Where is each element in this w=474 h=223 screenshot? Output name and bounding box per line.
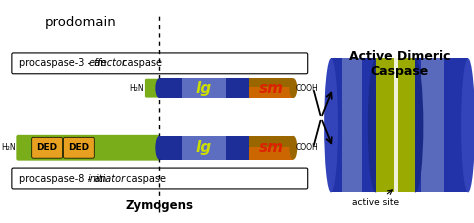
Text: prodomain: prodomain <box>45 16 117 29</box>
Bar <box>249 87 293 98</box>
Text: active site: active site <box>352 190 399 207</box>
Ellipse shape <box>155 78 163 98</box>
Text: COOH: COOH <box>295 84 318 93</box>
Bar <box>159 136 249 160</box>
FancyBboxPatch shape <box>145 79 160 98</box>
Text: H₂N: H₂N <box>2 143 16 152</box>
Bar <box>249 147 293 160</box>
Text: Zymogens: Zymogens <box>125 199 193 212</box>
Text: sm: sm <box>258 81 283 96</box>
Text: Active Dimeric
Caspase: Active Dimeric Caspase <box>349 50 450 78</box>
Bar <box>331 58 376 192</box>
Bar <box>421 58 444 192</box>
Bar <box>182 78 226 98</box>
Text: caspase: caspase <box>122 173 165 184</box>
Bar <box>393 58 398 192</box>
FancyBboxPatch shape <box>16 135 160 161</box>
Text: H₂N: H₂N <box>129 84 144 93</box>
Bar <box>376 58 415 192</box>
Text: COOH: COOH <box>295 143 318 152</box>
Text: lg: lg <box>196 140 212 155</box>
Text: procaspase-3 - an: procaspase-3 - an <box>19 58 110 68</box>
Bar <box>159 78 249 98</box>
Ellipse shape <box>461 58 474 192</box>
Bar <box>376 58 415 192</box>
FancyBboxPatch shape <box>12 168 308 189</box>
Text: procaspase-8 - an: procaspase-8 - an <box>19 173 110 184</box>
Text: DED: DED <box>68 143 90 152</box>
FancyBboxPatch shape <box>32 137 63 158</box>
Ellipse shape <box>289 136 297 160</box>
Ellipse shape <box>155 136 163 160</box>
FancyBboxPatch shape <box>12 53 308 74</box>
Ellipse shape <box>368 58 383 192</box>
Ellipse shape <box>289 78 297 98</box>
Ellipse shape <box>324 58 338 192</box>
Text: sm: sm <box>258 140 283 155</box>
Text: lg: lg <box>196 81 212 96</box>
Text: DED: DED <box>36 143 58 152</box>
Bar <box>393 58 398 192</box>
Ellipse shape <box>408 58 423 192</box>
Text: caspase: caspase <box>118 58 162 68</box>
Bar <box>249 136 293 160</box>
Text: initiator: initiator <box>88 173 126 184</box>
FancyBboxPatch shape <box>64 137 94 158</box>
Text: effector: effector <box>88 58 126 68</box>
Bar <box>182 136 226 160</box>
Bar <box>342 58 362 192</box>
Bar <box>249 78 293 98</box>
Bar <box>415 58 468 192</box>
